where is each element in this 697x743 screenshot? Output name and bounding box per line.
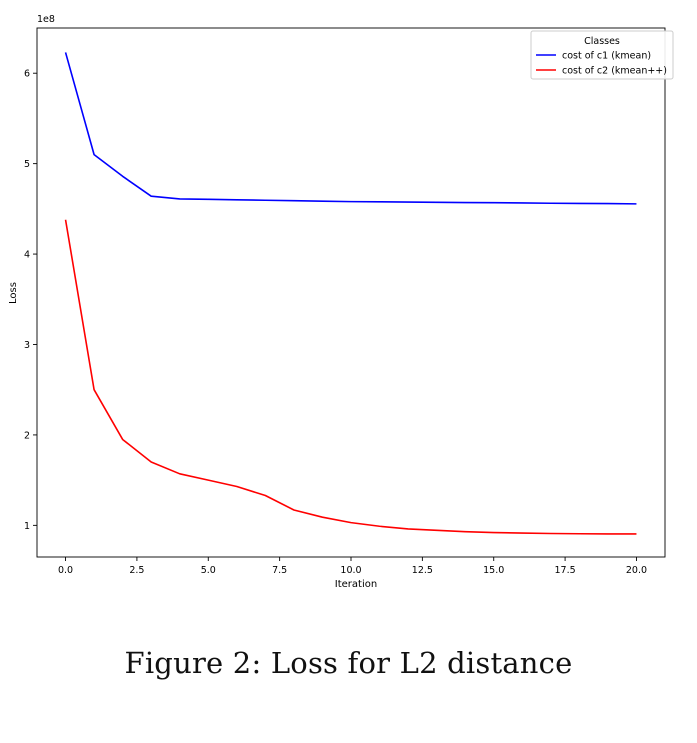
- y-tick-label: 1: [24, 521, 30, 532]
- y-tick-label: 6: [24, 69, 30, 80]
- y-axis: 1 2 3 4 5 6: [24, 69, 37, 532]
- y-axis-label: Loss: [8, 282, 19, 304]
- x-tick-label: 5.0: [201, 565, 216, 576]
- y-scale-label: 1e8: [37, 14, 55, 25]
- plot-area: [37, 28, 665, 557]
- x-tick-label: 15.0: [483, 565, 504, 576]
- x-tick-label: 2.5: [129, 565, 144, 576]
- y-tick-label: 5: [24, 159, 30, 170]
- plot-background: [37, 28, 665, 557]
- loss-chart: 0.0 2.5 5.0 7.5 10.0 12.5 15.0 17.5 20.0 123456 …: [8, 14, 674, 590]
- y-tick-label: 4: [24, 250, 30, 261]
- x-tick-label: 10.0: [340, 565, 361, 576]
- series-line-2: [64, 219, 637, 535]
- legend-entry-c1: cost of c1 (kmean): [562, 51, 651, 62]
- series-line-1: [64, 52, 637, 205]
- legend-box: [530, 30, 674, 80]
- x-axis: 0.0 2.5 5.0 7.5 10.0 12.5 15.0 17.5 20.0: [58, 557, 647, 576]
- x-tick-label: 0.0: [58, 565, 73, 576]
- x-tick-label: 12.5: [412, 565, 433, 576]
- x-tick-label: 20.0: [626, 565, 647, 576]
- x-axis-label: Iteration: [335, 579, 377, 590]
- y-tick-label: 3: [24, 340, 30, 351]
- series-lines: [64, 52, 637, 535]
- figure-caption: Figure 2: Loss for L2 distance: [124, 646, 573, 680]
- legend: Classes cost of c1 (kmean) cost of c2 (k…: [530, 30, 674, 80]
- x-tick-label: 17.5: [555, 565, 576, 576]
- x-tick-label: 7.5: [272, 565, 287, 576]
- legend-title: Classes: [584, 36, 620, 47]
- y-tick-label: 2: [24, 430, 30, 441]
- legend-entry-c2: cost of c2 (kmean++): [562, 66, 667, 77]
